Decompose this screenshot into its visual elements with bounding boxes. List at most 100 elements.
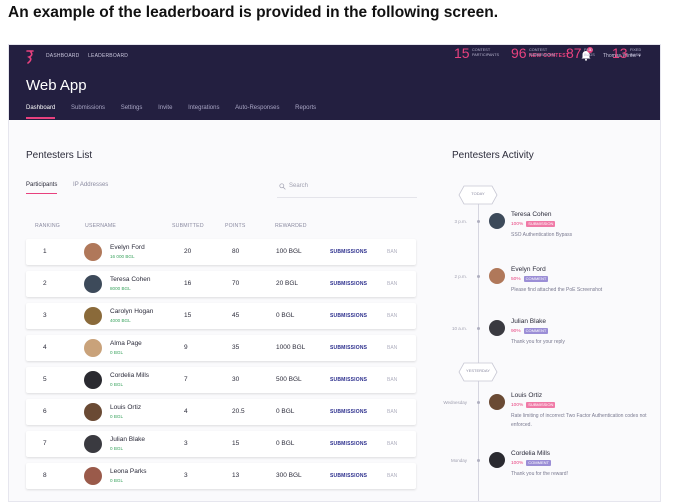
stat-value: 87 <box>566 45 582 61</box>
ban-button[interactable]: BAN <box>387 441 398 447</box>
table-row[interactable]: 7 Julian Blake 0 BGL 3 15 0 BGL SUBMISSIONS BAN <box>26 431 416 457</box>
logo-icon[interactable] <box>25 50 35 64</box>
table-row[interactable]: 2 Teresa Cohen 8000 BGL 16 70 20 BGL SUBMISSIO… <box>26 271 416 297</box>
timeline-marker-today: TODAY <box>458 185 498 205</box>
activity-type-badge: SUBMISSION <box>526 402 556 408</box>
app-header: DASHBOARD LEADERBOARD NEW CONTEST 3 Thom… <box>9 45 660 120</box>
username-cell[interactable]: Alma Page <box>110 340 142 347</box>
tab-reports[interactable]: Reports <box>295 105 317 111</box>
username-cell[interactable]: Julian Blake <box>110 436 146 443</box>
avatar[interactable] <box>84 243 102 261</box>
activity-message: Please find attached the PoE Screenshot <box>511 287 603 293</box>
table-row[interactable]: 1 Evelyn Ford 16 000 BGL 20 80 100 BGL SUBMISS… <box>26 239 416 265</box>
avatar[interactable] <box>489 213 505 229</box>
activity-user-name[interactable]: Evelyn Ford <box>511 266 546 273</box>
username-cell[interactable]: Louis Ortiz <box>110 404 142 411</box>
username-cell[interactable]: Teresa Cohen <box>110 276 151 283</box>
subtab-participants[interactable]: Participants <box>26 182 58 194</box>
submissions-link[interactable]: SUBMISSIONS <box>330 441 368 447</box>
username-cell[interactable]: Carolyn Hogan <box>110 308 154 315</box>
avatar[interactable] <box>84 435 102 453</box>
submissions-link[interactable]: SUBMISSIONS <box>330 281 368 287</box>
avatar[interactable] <box>489 452 505 468</box>
table-row[interactable]: 8 Leona Parks 0 BGL 3 13 300 BGL SUBMISSIONS BA… <box>26 463 416 489</box>
activity-percent: 100% <box>511 222 524 227</box>
username-cell[interactable]: Leona Parks <box>110 468 147 475</box>
avatar[interactable] <box>84 307 102 325</box>
rank-cell: 3 <box>43 312 47 319</box>
avatar[interactable] <box>489 320 505 336</box>
activity-user-name[interactable]: Louis Ortiz <box>511 392 543 399</box>
ban-button[interactable]: BAN <box>387 409 398 415</box>
avatar[interactable] <box>84 403 102 421</box>
submissions-link[interactable]: SUBMISSIONS <box>330 313 368 319</box>
top-nav: DASHBOARD LEADERBOARD <box>46 53 135 59</box>
timeline-dot <box>477 459 480 462</box>
table-row[interactable]: 5 Cordelia Mills 0 BGL 7 30 500 BGL SUBMISSION… <box>26 367 416 393</box>
search-field[interactable]: Search <box>277 182 417 198</box>
table-row[interactable]: 6 Louis Ortiz 0 BGL 4 20.5 0 BGL SUBMISSIONS BA… <box>26 399 416 425</box>
submissions-link[interactable]: SUBMISSIONS <box>330 249 368 255</box>
ban-button[interactable]: BAN <box>387 249 398 255</box>
tab-integrations[interactable]: Integrations <box>188 105 220 111</box>
user-menu[interactable]: Thomas Winter ▾ <box>603 53 641 59</box>
submissions-link[interactable]: SUBMISSIONS <box>330 377 368 383</box>
submissions-link[interactable]: SUBMISSIONS <box>330 345 368 351</box>
column-submitted[interactable]: SUBMITTED <box>172 223 204 229</box>
rank-cell: 1 <box>43 248 47 255</box>
subtab-ip-addresses[interactable]: IP Addresses <box>73 182 109 188</box>
activity-percent: 50% <box>511 277 521 282</box>
table-row[interactable]: 3 Carolyn Hogan 4000 BGL 15 45 0 BGL SUBMISSIO… <box>26 303 416 329</box>
avatar[interactable] <box>489 394 505 410</box>
activity-message: Rate limiting of incorrect Two Factor Au… <box>511 413 647 428</box>
activity-message: Thank you for the reward! <box>511 471 568 477</box>
avatar[interactable] <box>84 467 102 485</box>
activity-user-name[interactable]: Cordelia Mills <box>511 450 551 457</box>
timeline-dot <box>477 220 480 223</box>
tab-dashboard[interactable]: Dashboard <box>26 105 56 119</box>
table-row[interactable]: 4 Alma Page 0 BGL 9 35 1000 BGL SUBMISSIONS BAN <box>26 335 416 361</box>
avatar[interactable] <box>489 268 505 284</box>
avatar[interactable] <box>84 339 102 357</box>
tab-invite[interactable]: Invite <box>158 105 173 111</box>
ban-button[interactable]: BAN <box>387 345 398 351</box>
activity-user-name[interactable]: Teresa Cohen <box>511 211 552 218</box>
points-cell: 13 <box>232 472 240 479</box>
column-username[interactable]: USERNAME <box>85 223 117 229</box>
column-rewarded[interactable]: REWARDED <box>275 223 307 229</box>
ban-button[interactable]: BAN <box>387 313 398 319</box>
top-nav-leaderboard[interactable]: LEADERBOARD <box>88 53 129 59</box>
tab-submissions[interactable]: Submissions <box>71 105 106 111</box>
column-ranking[interactable]: RANKING <box>35 223 61 229</box>
submissions-link[interactable]: SUBMISSIONS <box>330 473 368 479</box>
rank-cell: 8 <box>43 472 47 479</box>
user-reward: 4000 BGL <box>110 318 131 323</box>
activity-message: Thank you for your reply <box>511 339 565 345</box>
activity-user-name[interactable]: Julian Blake <box>511 318 547 325</box>
tab-auto-responses[interactable]: Auto-Responses <box>235 105 280 111</box>
stat-value: 13 <box>612 45 628 61</box>
tab-settings[interactable]: Settings <box>120 105 143 111</box>
new-contest-button[interactable]: NEW CONTEST <box>529 53 570 59</box>
submissions-link[interactable]: SUBMISSIONS <box>330 409 368 415</box>
search-placeholder: Search <box>289 183 309 189</box>
activity-meta: 50% COMMENT <box>511 276 549 282</box>
username-cell[interactable]: Cordelia Mills <box>110 372 150 379</box>
timeline-marker-yesterday: YESTERDAY <box>458 362 498 382</box>
ban-button[interactable]: BAN <box>387 281 398 287</box>
user-reward: 0 BGL <box>110 414 124 419</box>
ban-button[interactable]: BAN <box>387 473 398 479</box>
activity-percent: 100% <box>511 403 524 408</box>
app-window: DASHBOARD LEADERBOARD NEW CONTEST 3 Thom… <box>8 44 661 502</box>
points-cell: 20.5 <box>232 408 245 415</box>
stat-value: 96 <box>511 45 527 61</box>
stat-label: CONTEST PARTICIPANTS <box>472 48 500 57</box>
username-cell[interactable]: Evelyn Ford <box>110 244 145 251</box>
top-nav-dashboard[interactable]: DASHBOARD <box>46 53 80 59</box>
activity-time: Wednesday <box>443 400 467 405</box>
avatar[interactable] <box>84 371 102 389</box>
avatar[interactable] <box>84 275 102 293</box>
column-points[interactable]: POINTS <box>225 223 246 229</box>
rank-cell: 4 <box>43 344 47 351</box>
ban-button[interactable]: BAN <box>387 377 398 383</box>
